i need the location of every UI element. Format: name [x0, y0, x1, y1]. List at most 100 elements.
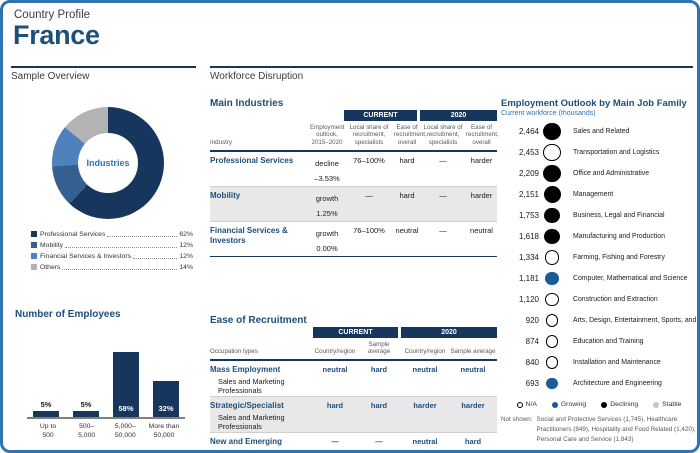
ease-band-2020: 2020	[401, 327, 497, 338]
job-family-label: Farming, Fishing and Forestry	[573, 254, 665, 261]
main-industries-row: Mobility growth 1.25% — hard — harder	[210, 186, 497, 222]
job-family-label: Computer, Mathematical and Science	[573, 275, 688, 282]
employment-outlook-item: 693 Architecture and Engineering	[501, 373, 697, 394]
donut-legend-label: Mobility	[40, 242, 64, 249]
ease-cell: harder	[461, 400, 485, 410]
employees-bar	[153, 381, 179, 417]
status-circle-box	[539, 292, 565, 307]
main-industries-cell: 76–100%	[353, 225, 385, 235]
main-industries-row-label: Financial Services & Investors	[210, 225, 288, 245]
ease-row: Strategic/Specialist Sales and Marketing …	[210, 396, 497, 433]
main-industries-cell: neutral	[470, 225, 493, 235]
ease-row: New and EmergingSales Representatives, W…	[210, 433, 497, 450]
na-legend-icon	[516, 401, 523, 408]
donut-legend-item: Mobility 12%	[31, 238, 193, 249]
growing-circle-icon	[546, 377, 558, 390]
workforce-value: 1,618	[518, 232, 539, 241]
job-family-label: Arts, Design, Entertainment, Sports, and…	[573, 317, 697, 324]
donut-legend-label: Financial Services & Investors	[40, 253, 132, 260]
job-family-label: Construction and Extraction	[573, 296, 658, 303]
ease-column-header: Country/region	[404, 348, 446, 356]
donut-legend-label: Professional Services	[40, 231, 106, 238]
employment-outlook-item: 2,453 Transportation and Logistics	[501, 142, 697, 163]
donut-legend-item: Financial Services & Investors 12%	[31, 249, 193, 260]
donut-legend-label: Others	[40, 264, 61, 271]
employment-outlook-item: 2,151 Management	[501, 184, 697, 205]
donut-legend-value: 12%	[179, 242, 193, 249]
outlook-legend-label: Growing	[560, 401, 587, 408]
main-industries-row: Professional Services decline –3.53% 76–100…	[210, 152, 497, 187]
employees-chart-title: Number of Employees	[15, 309, 121, 320]
status-circle-box	[539, 143, 565, 162]
ease-cell: hard	[326, 400, 344, 410]
na-circle-icon	[543, 143, 561, 162]
main-industries-cell: —	[439, 190, 447, 200]
declining-circle-icon	[544, 228, 560, 245]
ease-cell: hard	[370, 365, 388, 374]
main-industries-column-header: Local share of recruitment, specialists	[349, 123, 389, 147]
employment-outlook-item: 920 Arts, Design, Entertainment, Sports, …	[501, 310, 697, 331]
main-industries-column-headers: Industry Employment outlook, 2015–2020 Loc…	[210, 121, 499, 150]
main-industries-column-header: Ease of recruitment, overall	[466, 123, 499, 147]
employees-bar	[33, 411, 59, 417]
main-industries-band-current: CURRENT	[344, 110, 417, 121]
main-industries-table: CURRENT 2020 Industry Employment outlook,…	[210, 110, 499, 257]
outlook-legend-label: N/A	[525, 401, 537, 408]
employment-outlook-panel: Employment Outlook by Main Job Family Cu…	[501, 98, 697, 444]
workforce-value: 920	[525, 316, 539, 325]
employees-bar-category-label: 5,000– 50,000	[114, 423, 136, 439]
ease-cell: neutral	[322, 365, 348, 374]
employees-bar-column: 5%	[71, 348, 101, 417]
na-circle-icon	[545, 356, 559, 369]
main-industries-cell: —	[365, 190, 373, 200]
outlook-word: decline	[315, 158, 339, 168]
growing-circle-icon	[545, 271, 559, 286]
ease-of-recruitment-title: Ease of Recruitment	[210, 315, 307, 326]
ease-cell: neutral	[412, 436, 438, 446]
employees-bar-value-label: 32%	[158, 404, 174, 413]
declining-circle-icon	[544, 207, 560, 224]
employees-bar-column: 5%	[31, 348, 61, 417]
ease-column-headers: Occupation types Country/region Sample ave…	[210, 338, 497, 360]
employment-outlook-item: 2,464 Sales and Related	[501, 121, 697, 142]
employment-outlook-item: 874 Education and Training	[501, 331, 697, 352]
sample-overview-rule	[11, 66, 196, 68]
main-industries-outlook-cell: growth 0.00%	[310, 226, 344, 256]
status-circle-box	[539, 335, 565, 348]
outlook-legend-label: Declining	[610, 401, 639, 408]
section-title-sample-overview: Sample Overview	[11, 71, 90, 82]
main-industries-column-header: Industry	[210, 139, 233, 146]
declining-legend-icon	[601, 401, 608, 408]
employment-outlook-list: 2,464 Sales and Related 2,453 Transportatio…	[501, 121, 697, 394]
employment-outlook-title: Employment Outlook by Main Job Family	[501, 98, 687, 109]
employees-bar-column: 32%	[151, 348, 181, 417]
donut-legend-swatch	[31, 253, 37, 259]
job-family-label: Manufacturing and Production	[573, 233, 665, 240]
na-circle-icon	[544, 250, 560, 265]
workforce-value: 2,464	[518, 127, 539, 136]
main-industries-outlook-cell: decline –3.53%	[310, 156, 344, 186]
employees-bar-category-label: Up to 500	[39, 423, 57, 439]
employment-outlook-legend: N/A Growing Declining Stable	[501, 401, 697, 408]
status-circle-box	[539, 377, 565, 390]
employees-bar-category-label: More than 50,000	[148, 423, 180, 439]
status-circle-box	[539, 164, 565, 183]
main-industries-row: Financial Services & Investors growth 0.00…	[210, 222, 497, 257]
donut-legend-leader	[133, 257, 178, 259]
declining-circle-icon	[543, 122, 561, 141]
workforce-value: 1,181	[518, 274, 539, 283]
outlook-value: 0.00%	[316, 243, 338, 253]
outlook-legend-item: Declining	[601, 401, 638, 408]
donut-legend-swatch	[31, 242, 37, 248]
ease-cell: neutral	[460, 365, 486, 374]
workforce-rule	[210, 66, 693, 68]
job-family-label: Sales and Related	[573, 128, 630, 135]
ease-cell: harder	[413, 400, 437, 410]
ease-column-header: Occupation types	[210, 348, 258, 356]
industries-donut-chart: Industries	[52, 107, 164, 219]
workforce-value: 1,120	[518, 295, 539, 304]
na-circle-icon	[545, 292, 559, 307]
ease-row-sublabel: Sales and Marketing Professionals	[218, 377, 285, 396]
ease-table-body: Mass Employment Sales and Marketing Profe…	[210, 359, 497, 450]
